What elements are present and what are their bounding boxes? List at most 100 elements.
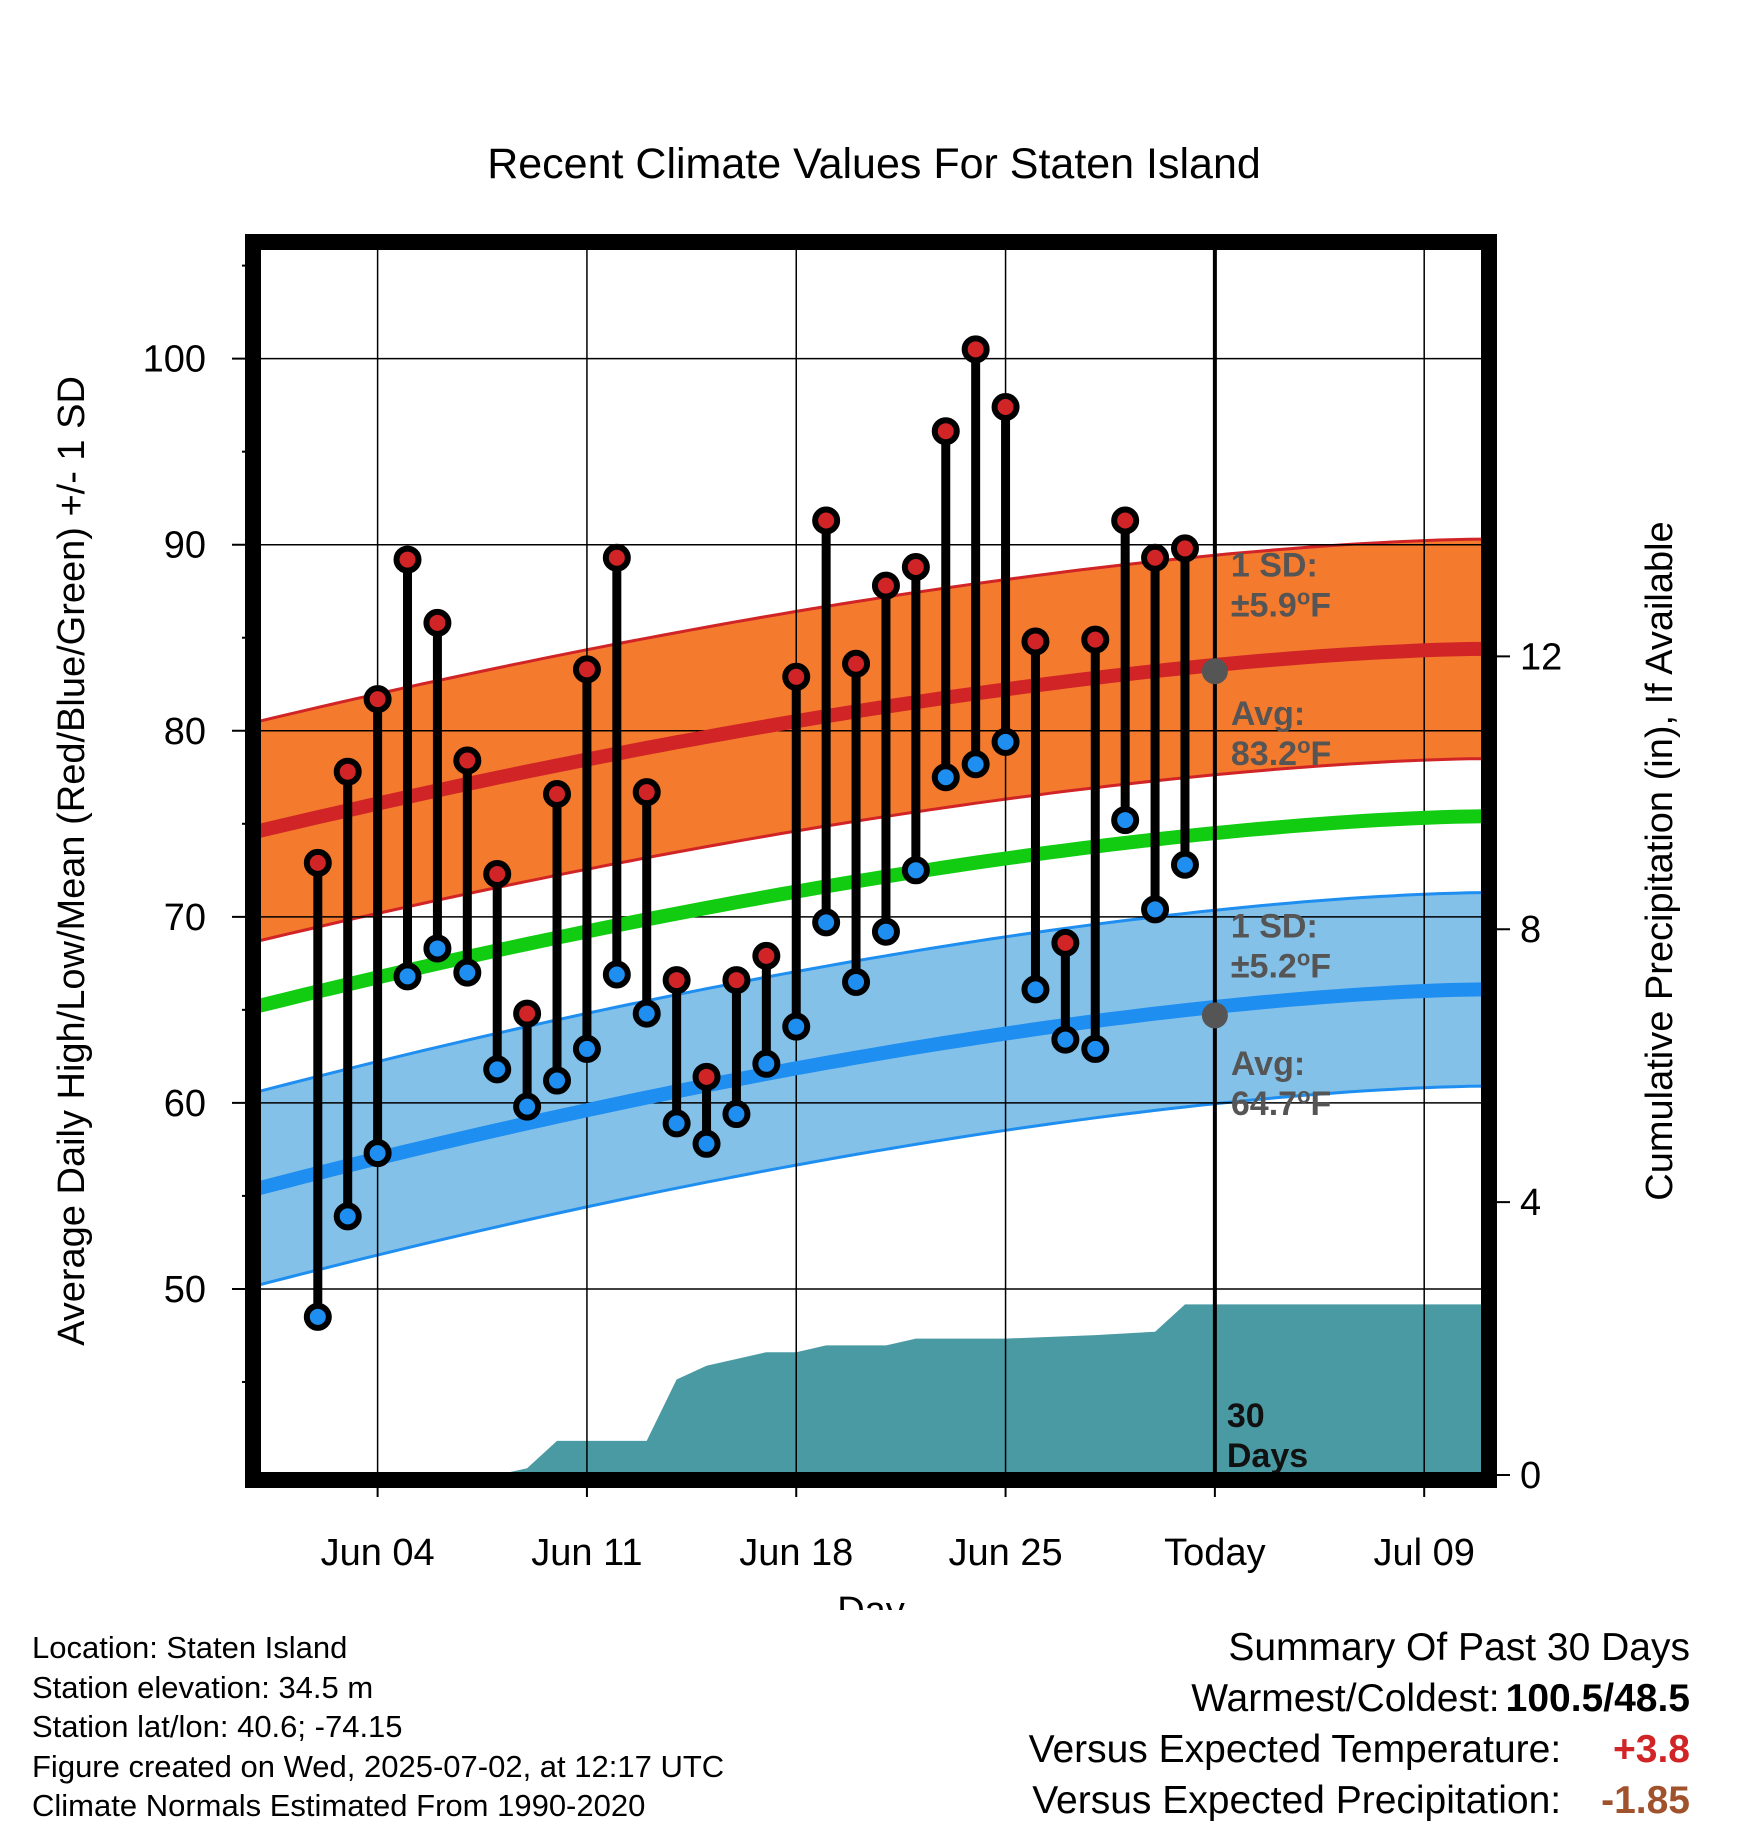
chart-title: Recent Climate Values For Staten Island [487, 140, 1261, 188]
summary-panel: Summary Of Past 30 Days Warmest/Coldest:… [1029, 1622, 1690, 1826]
daily-low-point [363, 1139, 392, 1168]
daily-high-point [1141, 543, 1170, 572]
degree-sup: o [1297, 733, 1310, 758]
temp-label: Versus Expected Temperature: [1028, 1728, 1562, 1771]
precip-area [258, 1304, 1484, 1475]
low-band-upper-edge [258, 891, 1484, 1094]
daily-low-point [1021, 975, 1050, 1004]
normal-high-line [258, 641, 1484, 839]
y-tick-label: 100 [143, 339, 206, 381]
daily-low-point [812, 908, 841, 937]
daily-high-point [423, 608, 452, 637]
daily-high-point [722, 966, 751, 995]
daily-high-point [1051, 928, 1080, 957]
daily-low-point [632, 999, 661, 1028]
daily-low-point [303, 1302, 332, 1331]
daily-low-point [453, 958, 482, 987]
low-sd-annotation: 1 SD:±5.2oF [1231, 907, 1331, 985]
daily-low-point [1111, 806, 1140, 835]
x-tick-label: Today [1164, 1532, 1265, 1574]
station-info: Location: Staten Island Station elevatio… [32, 1628, 724, 1826]
daily-high-point [393, 545, 422, 574]
daily-high-point [812, 506, 841, 535]
daily-high-point [931, 417, 960, 446]
daily-high-point [961, 335, 990, 364]
daily-high-point [662, 966, 691, 995]
warm-cold-label: Warmest/Coldest: [1191, 1677, 1500, 1720]
daily-low-point [602, 960, 631, 989]
daily-high-point [453, 746, 482, 775]
y2-tick-label: 0 [1520, 1455, 1541, 1497]
low-avg-value: 64.7 [1231, 1085, 1297, 1123]
normals-text: Climate Normals Estimated From 1990-2020 [32, 1788, 646, 1823]
high-normal-band [258, 539, 1484, 941]
y-tick-label: 60 [164, 1083, 206, 1125]
daily-low-point [572, 1034, 601, 1063]
summary-precip: Versus Expected Precipitation: -1.85 [1029, 1775, 1690, 1826]
daily-low-point [662, 1109, 691, 1138]
high-sd-annotation-line: 1 SD: [1231, 546, 1318, 584]
y-axis-title: Average Daily High/Low/Mean (Red/Blue/Gr… [51, 376, 93, 1346]
high-sd-annotation: 1 SD:±5.9oF [1231, 546, 1331, 624]
daily-high-point [602, 543, 631, 572]
high-sd-label: 1 SD: [1231, 546, 1318, 584]
low-avg-annotation-line: 64.7oF [1231, 1083, 1331, 1123]
summary-temp: Versus Expected Temperature: +3.8 [1029, 1724, 1690, 1775]
x-axis-ticks [376, 1481, 1426, 1497]
created-text: Figure created on Wed, 2025-07-02, at 12… [32, 1748, 725, 1784]
daily-high-point [1081, 625, 1110, 654]
daily-high-point [632, 778, 661, 807]
daily-high-point [871, 571, 900, 600]
elevation-text: Station elevation: 34.5 m [32, 1669, 374, 1705]
high-band-lower-edge [258, 757, 1484, 943]
daily-high-point [483, 860, 512, 889]
daily-high-point [333, 757, 362, 786]
high-avg-marker [1201, 658, 1228, 685]
y2-tick-label: 8 [1520, 909, 1541, 951]
y-axis-ticks [232, 264, 252, 1383]
daily-high-point [572, 655, 601, 684]
high-avg-value: 83.2 [1231, 735, 1297, 773]
y2-tick-label: 12 [1520, 636, 1562, 678]
daily-low-point [543, 1066, 572, 1095]
daily-low-point [1081, 1034, 1110, 1063]
high-avg-annotation-line: Avg: [1231, 695, 1305, 733]
summary-title: Summary Of Past 30 Days [1228, 1626, 1690, 1669]
low-avg-label: Avg: [1231, 1045, 1305, 1083]
daily-low-point [423, 934, 452, 963]
daily-low-point [1141, 895, 1170, 924]
daily-low-point [722, 1100, 751, 1129]
climate-chart: Recent Climate Values For Staten Island … [51, 140, 1681, 1610]
x-tick-label: Jun 04 [321, 1532, 435, 1574]
precip-label: Versus Expected Precipitation: [1032, 1779, 1562, 1822]
y2-axis-title: Cumulative Precipitation (in), If Availa… [1639, 521, 1681, 1200]
daily-high-point [991, 393, 1020, 422]
daily-high-point [752, 941, 781, 970]
low-avg-marker [1201, 1002, 1228, 1029]
days-label-text: Days [1227, 1437, 1308, 1475]
daily-low-point [1170, 850, 1199, 879]
daily-low-point [1051, 1025, 1080, 1054]
daily-low-point [483, 1055, 512, 1084]
unit-letter: F [1310, 586, 1331, 624]
unit-letter: F [1310, 947, 1331, 985]
warm-cold-value: 100.5/48.5 [1505, 1677, 1690, 1720]
daily-low-point [961, 750, 990, 779]
degree-sup: o [1297, 945, 1310, 970]
summary-warm-cold: Warmest/Coldest: 100.5/48.5 [1029, 1673, 1690, 1724]
plot-frame [245, 234, 1497, 1488]
x-tick-label: Jun 25 [949, 1532, 1063, 1574]
high-band-upper-edge [258, 537, 1484, 723]
x-axis-title: Day [837, 1590, 905, 1610]
daily-low-point [692, 1129, 721, 1158]
low-normal-band [258, 892, 1484, 1286]
temp-value: +3.8 [1613, 1728, 1690, 1771]
daily-high-point [543, 780, 572, 809]
x-tick-label: Jul 09 [1373, 1532, 1474, 1574]
latlon-text: Station lat/lon: 40.6; -74.15 [32, 1709, 403, 1744]
daily-high-point [692, 1062, 721, 1091]
y-tick-label: 70 [164, 897, 206, 939]
normal-low-line [258, 982, 1484, 1196]
high-avg-label: Avg: [1231, 695, 1305, 733]
